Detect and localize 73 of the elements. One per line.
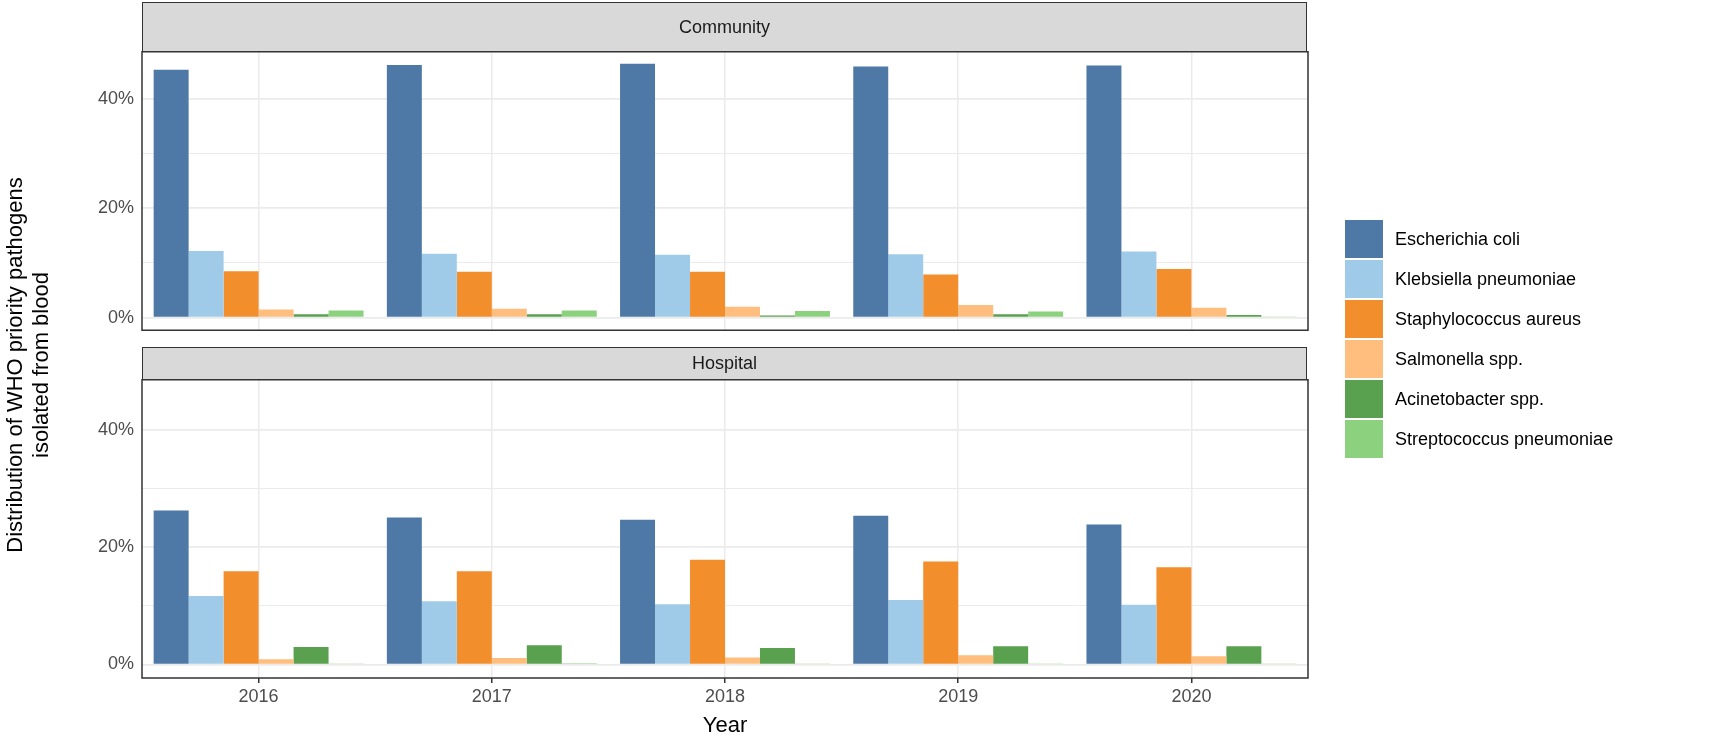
bar	[1086, 65, 1122, 317]
y-tick-label: 0%	[107, 306, 134, 327]
legend-label: Salmonella spp.	[1395, 348, 1524, 370]
x-tick-label: 2020	[1171, 685, 1212, 706]
legend-label: Acinetobacter spp.	[1395, 388, 1545, 410]
bar	[794, 311, 830, 317]
bar	[421, 253, 457, 317]
bar	[923, 561, 959, 664]
bar	[725, 306, 760, 317]
bar	[958, 305, 994, 317]
bar	[655, 254, 691, 317]
bar	[258, 309, 294, 317]
bar	[491, 658, 527, 664]
y-tick-label: 20%	[97, 536, 134, 557]
y-tick-label: 40%	[97, 419, 134, 440]
bar	[1226, 646, 1262, 664]
bar	[153, 69, 189, 317]
bar	[1156, 567, 1192, 664]
bar	[888, 254, 924, 317]
y-tick-label: 20%	[97, 197, 134, 218]
bar	[456, 571, 492, 664]
bar	[620, 519, 656, 664]
bar	[153, 510, 189, 664]
bar	[993, 646, 1029, 664]
bar	[958, 655, 994, 664]
bar	[456, 271, 492, 317]
legend-label: Klebsiella pneumoniae	[1395, 268, 1577, 290]
bar	[1086, 524, 1122, 664]
bar	[888, 600, 924, 664]
bar	[993, 314, 1029, 317]
legend-label: Streptococcus pneumoniae	[1395, 428, 1614, 450]
bar	[223, 571, 259, 664]
x-tick-label: 2017	[471, 685, 512, 706]
bar	[1121, 251, 1157, 317]
bar	[1028, 311, 1064, 317]
bar	[386, 517, 422, 664]
chart-title: Community	[142, 2, 1307, 51]
y-axis-title: Distribution of WHO priority pathogens isolated from blood	[2, 176, 54, 553]
bar	[690, 559, 725, 664]
legend-label: Staphylococcus aureus	[1395, 308, 1582, 330]
bar	[853, 515, 889, 664]
bar	[526, 645, 562, 664]
bar	[853, 66, 889, 317]
bar	[328, 310, 364, 317]
bar	[620, 63, 656, 317]
y-tick-label: 40%	[97, 87, 134, 108]
bar	[421, 601, 457, 664]
bar	[293, 314, 329, 317]
bar	[759, 648, 795, 664]
bar	[1191, 307, 1227, 317]
bar	[223, 271, 259, 317]
bar	[1156, 268, 1192, 317]
bar	[188, 595, 224, 664]
x-tick-label: 2016	[238, 685, 279, 706]
y-tick-label: 0%	[107, 653, 134, 674]
x-tick-label: 2018	[704, 685, 746, 706]
bar	[923, 274, 959, 317]
x-tick-label: 2019	[938, 685, 979, 706]
bar	[386, 64, 422, 317]
bar	[725, 657, 760, 664]
bar	[188, 250, 224, 317]
bar	[1121, 604, 1157, 664]
bar	[655, 604, 691, 664]
bar	[293, 646, 329, 664]
bar	[690, 271, 725, 317]
bar	[491, 308, 527, 317]
x-axis-title: Year	[702, 711, 748, 737]
bar	[561, 310, 597, 317]
legend-label: Escherichia coli	[1395, 228, 1521, 250]
bar	[526, 314, 562, 317]
bar	[258, 659, 294, 664]
bar	[1191, 656, 1227, 664]
chart-title: Hospital	[142, 347, 1307, 379]
